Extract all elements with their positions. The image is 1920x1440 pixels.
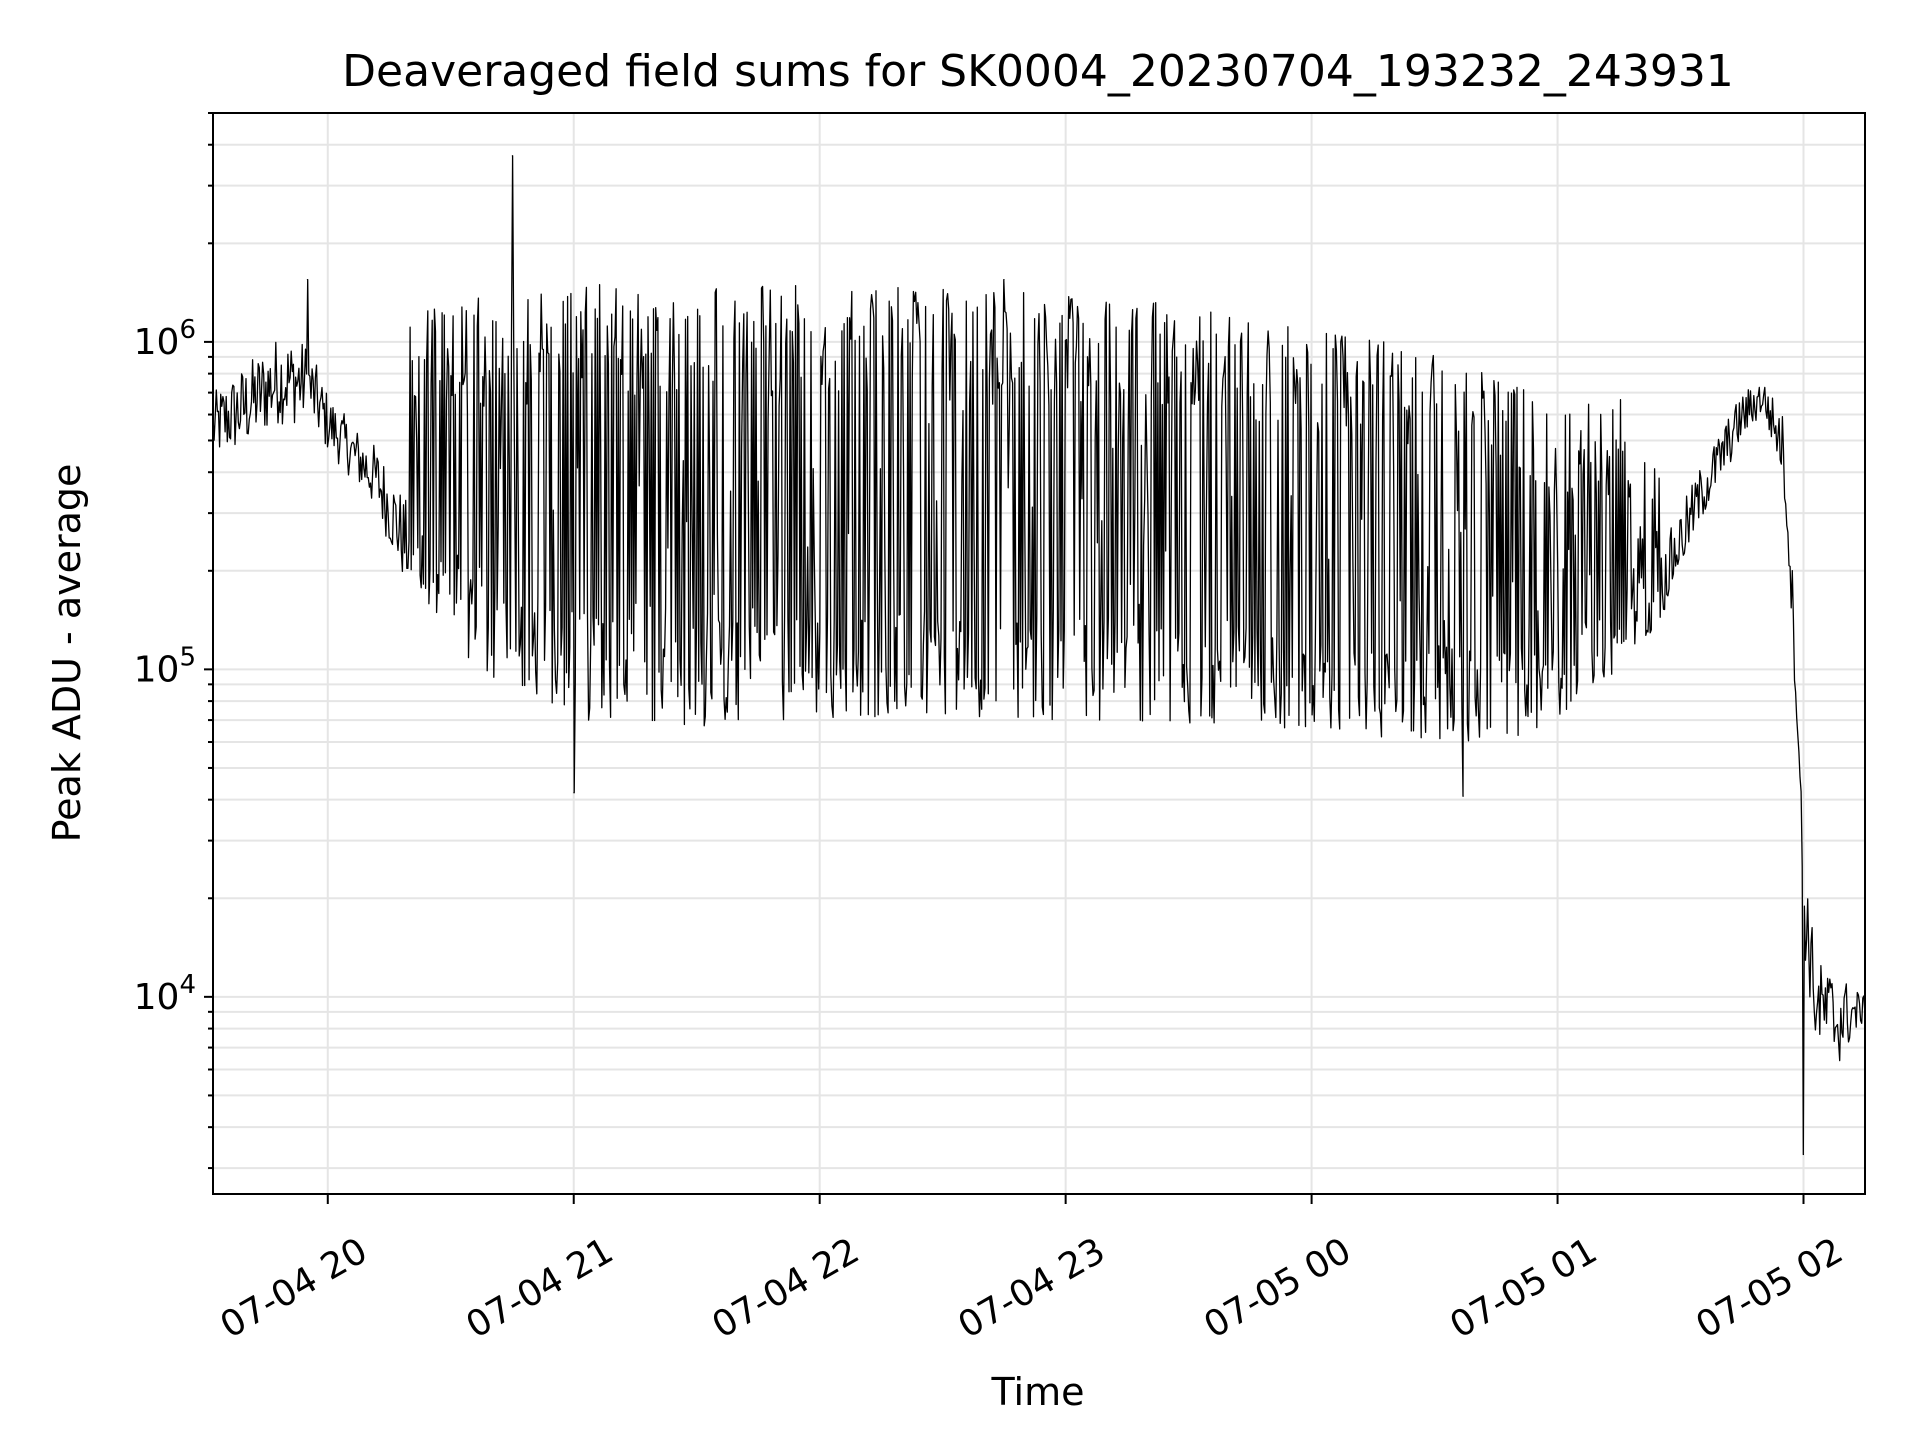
chart-title: Deaveraged field sums for SK0004_2023070… [342,46,1734,97]
series-line [212,155,1866,1156]
y-tick-label: 104 [134,970,196,1018]
data-point [306,279,308,281]
y-tick-label: 106 [134,315,196,363]
x-axis-label: Time [991,1370,1085,1414]
y-axis: 104 105 106 [134,112,213,1170]
plot-frame [212,112,1866,1195]
y-axis-label: Peak ADU - average [45,464,89,843]
data-point [1462,795,1464,797]
data-point [1003,279,1005,281]
plot-area [212,155,1866,1156]
data-point [1803,1154,1805,1156]
data-point [573,792,575,794]
y-tick-label: 105 [134,642,196,690]
data-point [511,155,513,157]
